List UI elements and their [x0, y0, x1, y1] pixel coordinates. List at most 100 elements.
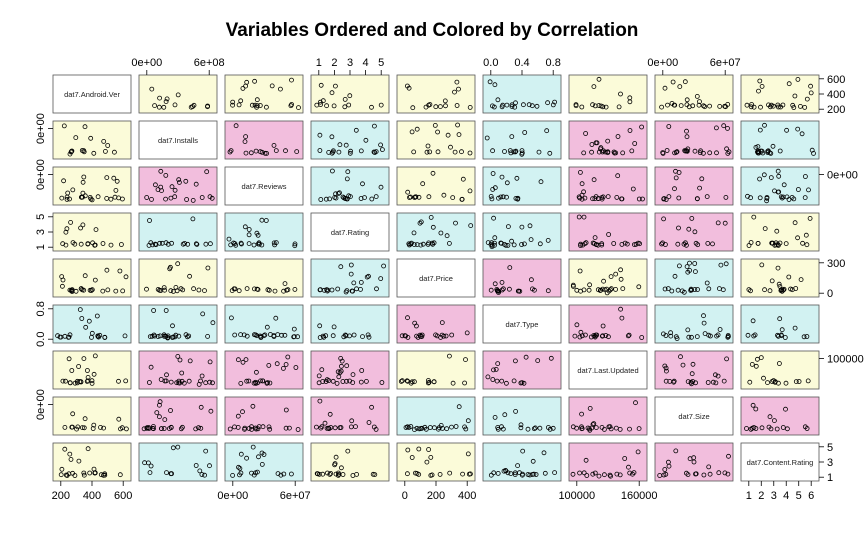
data-point — [450, 195, 456, 201]
data-point — [283, 148, 288, 154]
data-point — [771, 378, 776, 384]
data-point — [499, 279, 505, 285]
data-point — [537, 425, 543, 431]
data-point — [230, 99, 236, 105]
data-point — [636, 196, 642, 202]
data-point — [747, 379, 753, 385]
data-point — [663, 471, 669, 477]
data-point — [672, 273, 678, 279]
panel-points-0-3 — [314, 82, 384, 110]
data-point — [529, 103, 535, 109]
data-point — [81, 174, 87, 180]
data-point — [696, 102, 702, 108]
data-point — [504, 194, 509, 200]
data-point — [82, 273, 88, 279]
data-point — [194, 241, 200, 247]
data-point — [358, 286, 363, 292]
data-point — [264, 150, 270, 156]
data-point — [161, 104, 167, 110]
panel-points-8-4 — [404, 446, 473, 478]
tick-label: 200 — [827, 104, 845, 116]
data-point — [249, 426, 255, 432]
data-point — [750, 402, 756, 408]
panel-points-7-5 — [492, 408, 556, 432]
data-point — [327, 196, 333, 202]
tick-label: 5 — [796, 490, 802, 502]
panel-points-3-4 — [406, 214, 474, 248]
data-point — [783, 241, 789, 247]
data-point — [602, 149, 608, 155]
data-point — [455, 122, 461, 128]
data-point — [676, 225, 681, 231]
panel-points-2-1 — [144, 168, 215, 203]
data-point — [186, 378, 192, 384]
data-point — [519, 380, 525, 386]
data-point — [718, 262, 724, 268]
data-point — [468, 223, 474, 229]
data-point — [350, 372, 356, 378]
data-point — [256, 424, 262, 430]
tick-label: 0e+00 — [827, 170, 858, 182]
data-point — [547, 150, 553, 156]
panel-5-3 — [310, 304, 390, 344]
data-point — [775, 265, 781, 271]
data-point — [489, 103, 495, 109]
data-point — [406, 425, 412, 431]
data-point — [426, 194, 432, 200]
data-point — [702, 104, 708, 110]
data-point — [782, 335, 788, 340]
data-point — [55, 333, 60, 339]
data-point — [196, 287, 202, 293]
data-point — [490, 171, 496, 176]
data-point — [183, 178, 189, 184]
data-point — [157, 95, 163, 101]
data-point — [236, 288, 242, 294]
data-point — [411, 230, 417, 236]
data-point — [330, 148, 336, 154]
data-point — [460, 176, 466, 182]
panel-points-0-2 — [230, 77, 301, 110]
data-point — [342, 332, 348, 338]
data-point — [662, 85, 668, 91]
panel-points-4-1 — [144, 261, 211, 294]
data-point — [592, 103, 598, 109]
data-point — [425, 143, 431, 149]
data-point — [198, 425, 204, 431]
data-point — [529, 277, 534, 283]
data-point — [577, 334, 583, 340]
data-point — [433, 104, 439, 110]
data-point — [663, 197, 669, 202]
data-point — [776, 380, 781, 386]
data-point — [449, 332, 455, 338]
data-point — [146, 380, 152, 385]
data-point — [764, 194, 770, 200]
data-point — [768, 150, 774, 156]
data-point — [541, 450, 547, 456]
data-point — [253, 369, 259, 375]
data-point — [545, 288, 551, 294]
data-point — [285, 287, 291, 293]
data-point — [170, 323, 175, 329]
data-point — [371, 424, 377, 430]
panel-points-6-0 — [60, 353, 129, 386]
data-point — [583, 240, 589, 246]
panel-points-8-6 — [570, 449, 641, 479]
data-point — [661, 196, 667, 202]
tick-label: 200 — [427, 490, 445, 502]
data-point — [79, 287, 85, 293]
data-point — [235, 357, 241, 363]
data-point — [605, 150, 611, 156]
data-point — [67, 332, 73, 338]
panel-points-4-3 — [317, 262, 387, 295]
data-point — [111, 175, 117, 181]
data-point — [581, 150, 587, 156]
panel-points-7-3 — [313, 398, 379, 432]
data-point — [238, 240, 244, 246]
data-point — [697, 150, 703, 156]
data-point — [119, 425, 125, 431]
data-point — [244, 455, 250, 461]
data-point — [267, 380, 273, 386]
data-point — [366, 420, 372, 425]
panel-points-2-6 — [576, 169, 645, 202]
data-point — [761, 172, 767, 178]
